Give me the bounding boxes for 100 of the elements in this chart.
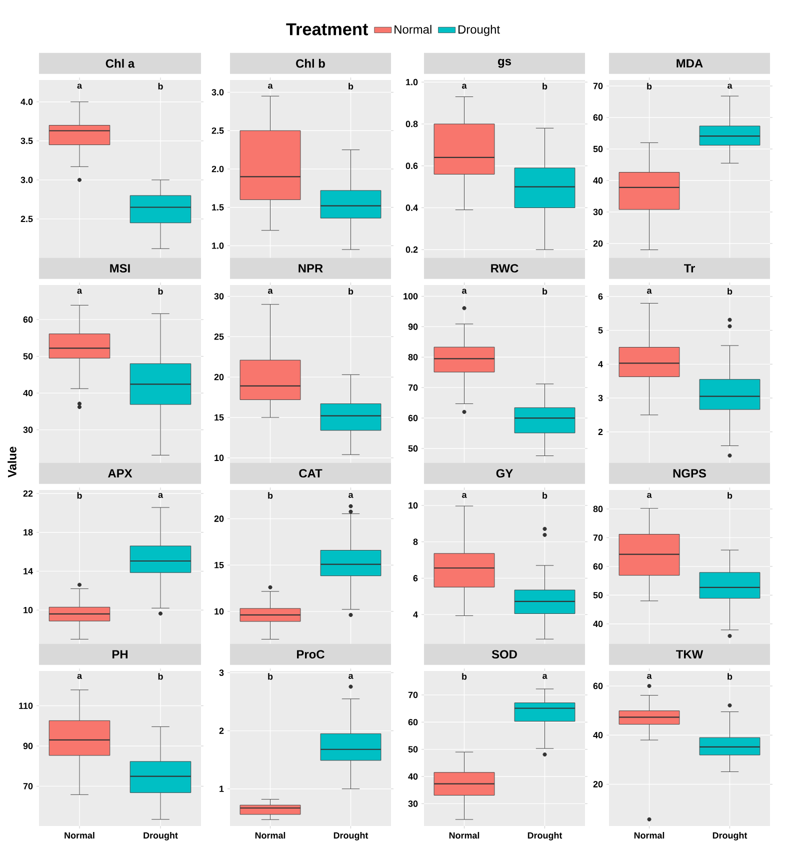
- x-tick-label: Normal: [449, 832, 480, 839]
- y-tick-label: 50: [408, 445, 418, 452]
- annotation: a: [348, 674, 354, 679]
- chart-title: CAT: [299, 469, 322, 478]
- y-tick-label: 30: [214, 293, 224, 300]
- y-tick-label: 4: [413, 611, 418, 618]
- y-tick-label: 70: [593, 534, 603, 541]
- annotation: b: [542, 288, 548, 295]
- y-tick-label: 2.0: [212, 166, 224, 172]
- chart-title: gs: [498, 58, 511, 68]
- annotation: b: [542, 82, 548, 90]
- y-tick-label: 20: [593, 240, 603, 247]
- y-tick-label: 70: [23, 783, 33, 790]
- y-tick-label: 1: [220, 786, 224, 792]
- annotation: b: [728, 492, 732, 499]
- y-tick-label: 50: [593, 592, 603, 598]
- y-tick-label: 18: [24, 529, 33, 536]
- y-tick-label: 60: [408, 718, 418, 726]
- y-tick-label: 2.5: [20, 216, 33, 222]
- chart-title: Tr: [684, 264, 695, 272]
- y-tick-label: 40: [23, 390, 33, 396]
- y-tick-label: 70: [593, 82, 603, 90]
- y-tick-label: 1.0: [406, 78, 418, 86]
- y-tick-label: 1.5: [212, 204, 224, 210]
- y-tick-label: 20: [214, 374, 224, 380]
- x-tick-label: Normal: [634, 832, 664, 839]
- y-tick-label: 6: [598, 293, 603, 300]
- y-tick-label: 0.2: [406, 246, 418, 253]
- chart-title: RWC: [491, 264, 518, 273]
- y-axis-title: Value: [8, 446, 16, 478]
- annotation: b: [348, 288, 354, 295]
- y-tick-label: 2: [219, 728, 224, 734]
- y-tick-label: 30: [408, 800, 418, 807]
- y-tick-label: 10: [24, 606, 33, 614]
- chart-title: TKW: [676, 650, 704, 658]
- annotation: b: [728, 673, 732, 680]
- annotation: b: [77, 492, 82, 499]
- annotation: a: [268, 288, 273, 294]
- chart-title: APX: [108, 469, 132, 478]
- y-tick-label: 30: [593, 208, 603, 216]
- annotation: a: [158, 492, 164, 498]
- y-tick-label: 80: [593, 506, 603, 512]
- y-tick-label: 0.8: [406, 120, 418, 128]
- annotation: a: [77, 84, 82, 89]
- y-tick-label: 10: [214, 454, 224, 462]
- y-tick-label: 70: [408, 692, 418, 698]
- y-tick-label: 22: [23, 490, 33, 497]
- y-tick-label: 20: [214, 516, 224, 522]
- annotation: a: [77, 674, 82, 679]
- annotation: b: [268, 673, 273, 680]
- annotation: a: [348, 492, 354, 498]
- legend-label: Normal: [394, 24, 432, 34]
- annotation: a: [647, 674, 652, 679]
- chart-title: ProC: [297, 650, 324, 659]
- annotation: a: [462, 493, 467, 498]
- annotation: a: [268, 84, 273, 89]
- x-tick-label: Drought: [144, 832, 178, 840]
- chart-title: GY: [496, 469, 513, 478]
- y-tick-label: 25: [214, 334, 224, 340]
- x-tick-label: Normal: [64, 832, 94, 839]
- y-tick-label: 3: [219, 670, 224, 676]
- annotation: a: [77, 288, 82, 294]
- y-tick-label: 20: [593, 781, 603, 788]
- chart-title: MSI: [110, 264, 130, 273]
- y-tick-label: 3.5: [20, 138, 33, 144]
- y-tick-label: 15: [214, 562, 224, 568]
- annotation: a: [542, 674, 548, 679]
- annotation: a: [462, 288, 467, 294]
- chart-title: MDA: [676, 59, 703, 68]
- y-tick-label: 5: [598, 327, 603, 334]
- y-tick-label: 110: [19, 702, 33, 709]
- y-tick-label: 14: [24, 568, 33, 574]
- y-tick-label: 60: [593, 114, 603, 121]
- y-tick-label: 3.0: [212, 89, 224, 96]
- y-tick-label: 0.6: [406, 162, 418, 170]
- chart-title: Chl b: [296, 58, 325, 68]
- legend-title: Treatment: [286, 23, 368, 36]
- annotation: b: [462, 673, 467, 680]
- y-tick-label: 40: [408, 773, 418, 780]
- chart-title: SOD: [492, 650, 517, 659]
- y-tick-label: 40: [593, 620, 603, 628]
- x-tick-label: Normal: [255, 832, 286, 839]
- y-tick-label: 3: [598, 394, 603, 402]
- y-tick-label: 80: [408, 354, 418, 360]
- x-tick-label: Drought: [334, 832, 368, 840]
- y-tick-label: 2: [598, 428, 603, 435]
- y-tick-label: 100: [404, 293, 418, 300]
- y-tick-label: 0.4: [406, 204, 418, 211]
- chart-title: PH: [112, 650, 128, 658]
- y-tick-label: 3.0: [20, 176, 33, 184]
- y-tick-label: 1.0: [212, 242, 224, 249]
- y-tick-label: 60: [23, 316, 33, 323]
- chart-title: NGPS: [673, 469, 706, 478]
- chart-title: NPR: [298, 264, 323, 272]
- annotation: b: [348, 82, 354, 90]
- y-tick-label: 70: [408, 384, 418, 391]
- annotation: a: [728, 84, 732, 89]
- annotation: b: [158, 82, 163, 90]
- y-tick-label: 30: [23, 426, 33, 433]
- y-tick-label: 2.5: [212, 127, 224, 134]
